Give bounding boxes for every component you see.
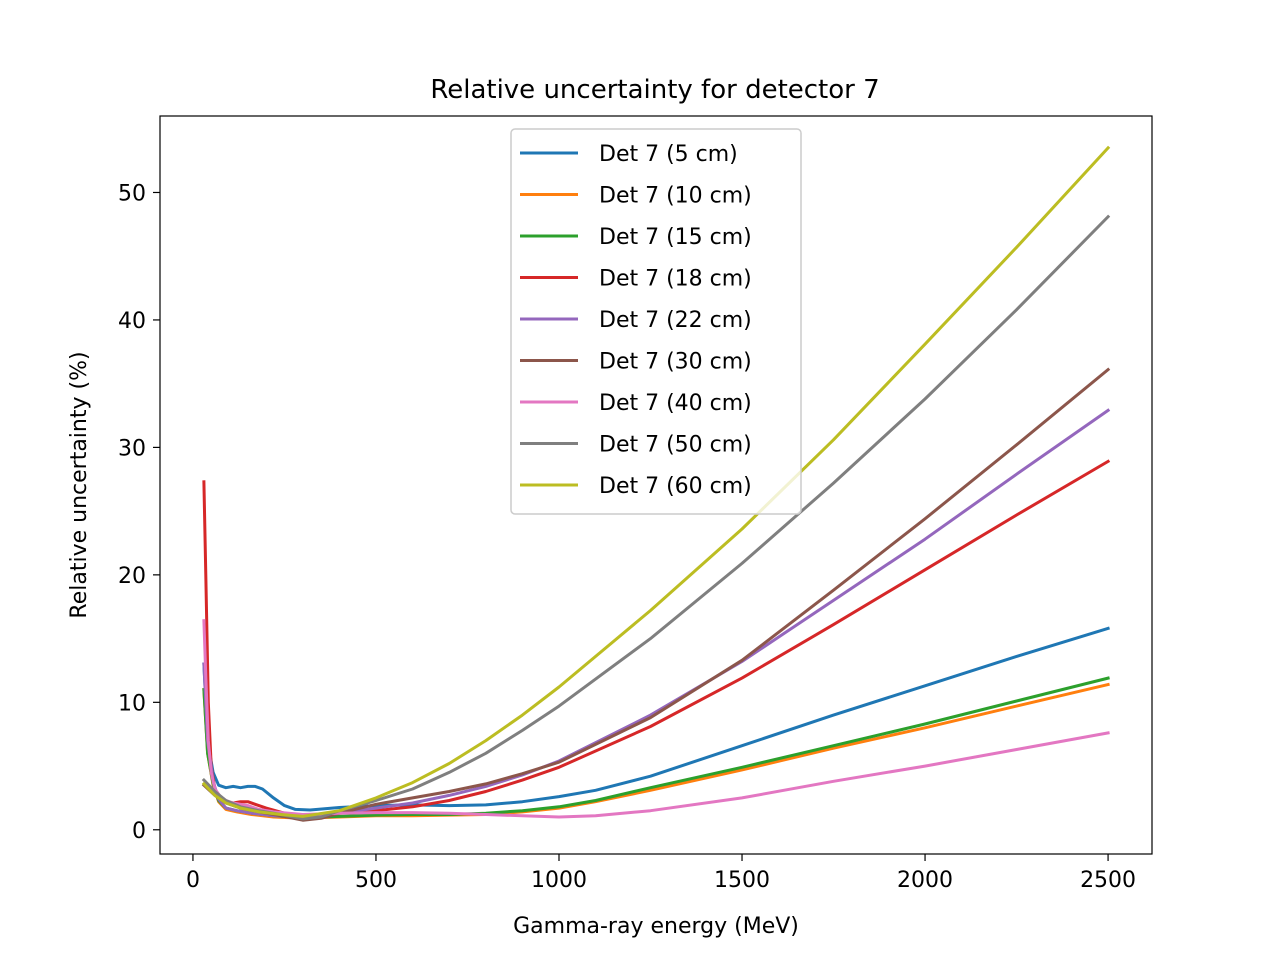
series-line-1 (202, 626, 1110, 812)
x-tick-label: 2000 (897, 868, 953, 893)
x-tick-label: 2500 (1080, 868, 1136, 893)
legend-box (510, 128, 802, 515)
legend-label-6: Det 7 (30 cm) (599, 350, 752, 375)
legend-label-2: Det 7 (10 cm) (599, 184, 752, 209)
legend-label-9: Det 7 (60 cm) (599, 474, 752, 499)
series-line-9 (201, 145, 1111, 818)
x-axis: 0 500 1000 1500 2000 2500 (186, 854, 1136, 893)
plot-frame (159, 115, 1153, 855)
x-axis-label: Gamma-ray energy (MeV) (513, 914, 799, 939)
y-tick-label: 30 (118, 436, 146, 461)
x-tick-label: 1000 (531, 868, 587, 893)
y-tick-label: 50 (118, 181, 146, 206)
legend: Det 7 (5 cm) Det 7 (10 cm) Det 7 (15 cm) De… (510, 128, 802, 515)
plot-lines (201, 145, 1111, 822)
x-tick-label: 0 (186, 868, 200, 893)
x-tick-label: 1500 (714, 868, 770, 893)
legend-items: Det 7 (5 cm) Det 7 (10 cm) Det 7 (15 cm) De… (520, 142, 752, 499)
y-tick-label: 40 (118, 309, 146, 334)
legend-label-8: Det 7 (50 cm) (599, 433, 752, 458)
legend-label-4: Det 7 (18 cm) (599, 267, 752, 292)
legend-label-7: Det 7 (40 cm) (599, 391, 752, 416)
y-tick-label: 10 (118, 691, 146, 716)
legend-label-1: Det 7 (5 cm) (599, 142, 738, 167)
y-axis: 0 10 20 30 40 50 (118, 181, 160, 844)
legend-label-5: Det 7 (22 cm) (599, 308, 752, 333)
y-tick-label: 20 (118, 564, 146, 589)
series-line-5 (202, 408, 1111, 819)
y-tick-label: 0 (132, 819, 146, 844)
y-axis-label: Relative uncertainty (%) (67, 351, 92, 618)
chart-title: Relative uncertainty for detector 7 (430, 75, 879, 105)
x-tick-label: 500 (355, 868, 397, 893)
legend-label-3: Det 7 (15 cm) (599, 225, 752, 250)
